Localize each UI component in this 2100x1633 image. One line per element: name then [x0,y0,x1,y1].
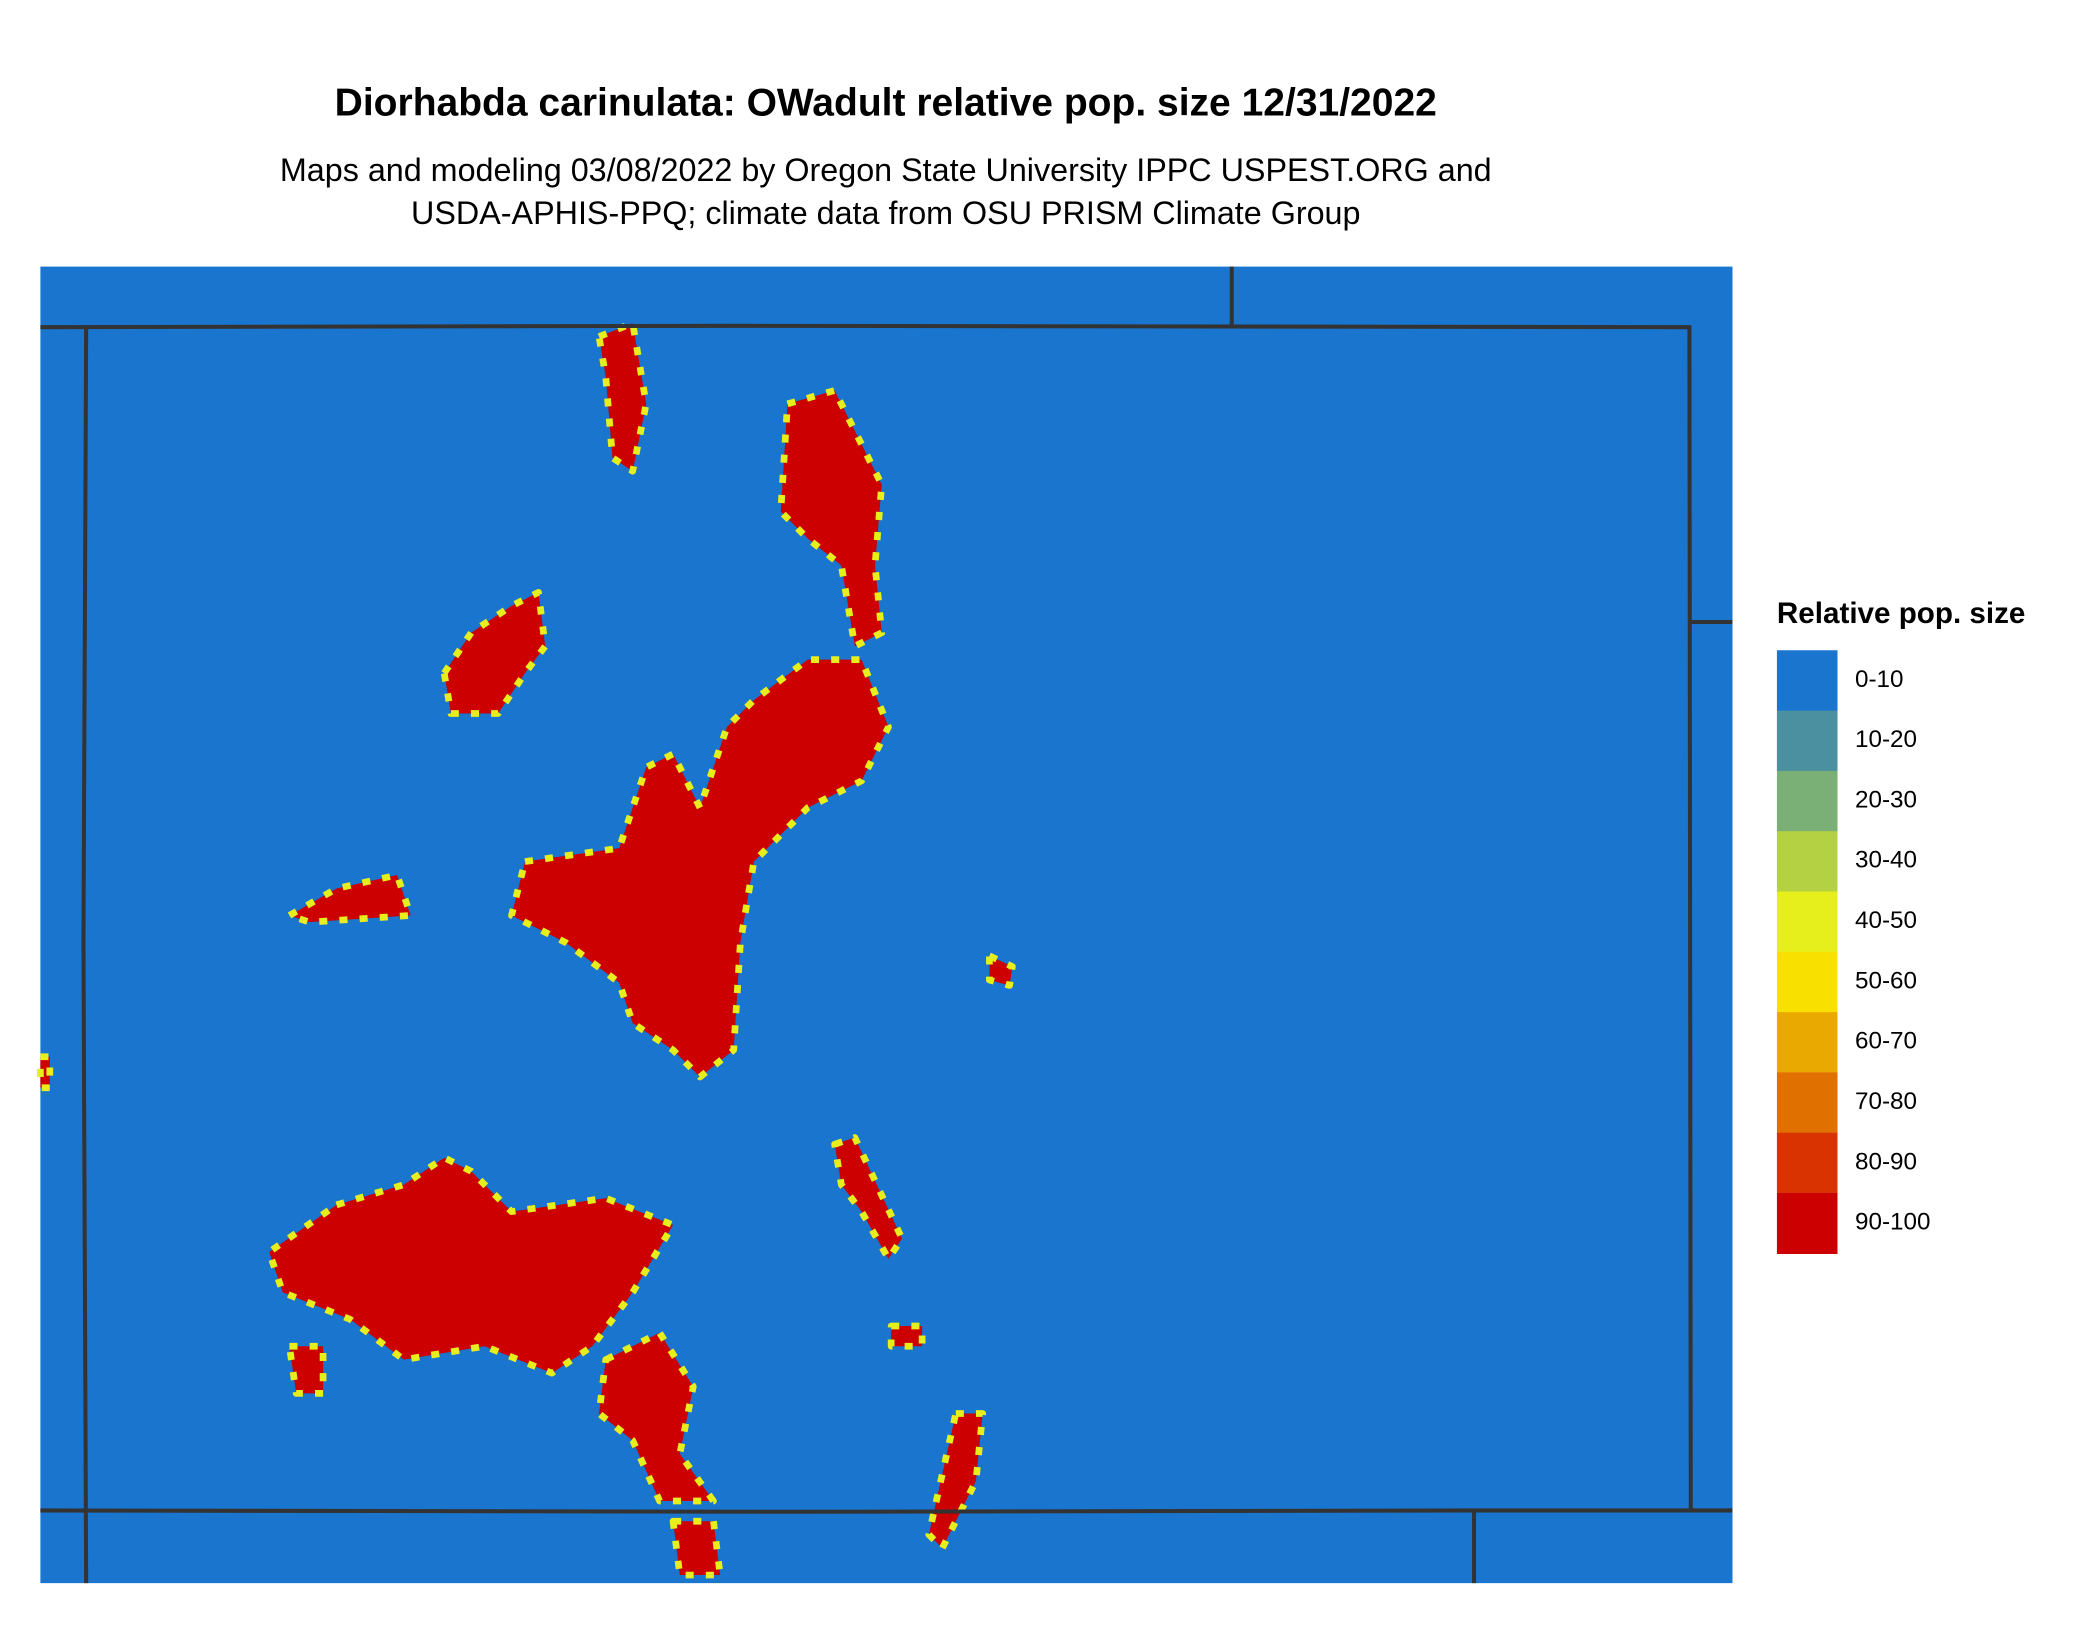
hotspot [595,1329,717,1505]
hotspot [440,589,549,717]
legend-swatch [1776,1132,1838,1194]
legend-label: 30-40 [1855,847,1917,874]
hotspot [37,1053,54,1092]
hotspot [986,952,1016,989]
state-borders [40,266,1733,1584]
map-subtitle: USDA-APHIS-PPQ; climate data from OSU PR… [411,195,1360,231]
legend-swatch [1776,770,1838,832]
map-title: Diorhabda carinulata: OWadult relative p… [335,81,1437,124]
hotspot [831,1134,906,1263]
legend-title: Relative pop. size [1777,597,2025,630]
legend-swatch [1776,650,1838,712]
map-background [40,266,1733,1584]
legend-label: 50-60 [1855,967,1917,994]
hotspot [925,1410,987,1552]
hotspot [286,871,414,926]
legend-swatch [1776,1012,1838,1074]
hotspot [887,1322,926,1350]
hotspot [669,1517,724,1579]
legend-label: 70-80 [1855,1088,1917,1115]
legend-label: 20-30 [1855,786,1917,813]
legend-label: 80-90 [1855,1148,1917,1175]
hotspot [595,319,650,475]
legend-swatch [1776,951,1838,1013]
hotspot [508,656,892,1081]
legend-swatch [1776,831,1838,893]
map [37,266,1733,1584]
legend-label: 0-10 [1855,666,1903,693]
legend-label: 10-20 [1855,726,1917,753]
legend: Relative pop. size 0-10 10-20 20-30 30-40 40… [1776,597,2025,1254]
hotspot [265,1154,677,1377]
hotspots [37,319,1016,1579]
legend-label: 40-50 [1855,907,1917,934]
legend-label: 60-70 [1855,1028,1917,1055]
legend-swatch [1776,1193,1838,1254]
legend-swatch [1776,710,1838,772]
legend-label: 90-100 [1855,1209,1930,1236]
legend-swatch [1776,1072,1838,1134]
legend-swatch [1776,891,1838,953]
hotspot [777,387,886,650]
map-subtitle: Maps and modeling 03/08/2022 by Oregon S… [280,152,1492,188]
